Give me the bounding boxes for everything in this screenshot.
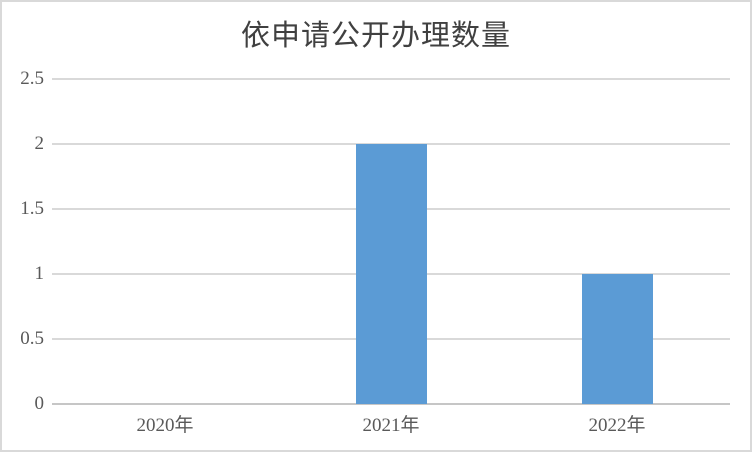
- y-axis-tick-label: 2.5: [20, 68, 44, 89]
- y-axis-tick-label: 0.5: [20, 328, 44, 349]
- gridline: [52, 78, 730, 80]
- y-axis-tick-label: 1: [34, 263, 45, 284]
- y-axis-tick-label: 1.5: [20, 198, 44, 219]
- x-axis-tick-label: 2021年: [362, 415, 420, 436]
- x-axis-line: [52, 403, 730, 405]
- y-axis-tick-label: 0: [34, 393, 45, 414]
- bar-2022年: [581, 274, 653, 404]
- x-axis-tick-label: 2020年: [136, 415, 194, 436]
- bar-2021年: [355, 144, 427, 404]
- x-axis-tick-label: 2022年: [588, 415, 646, 436]
- y-axis-tick-label: 2: [34, 133, 45, 154]
- chart-title: 依申请公开办理数量: [240, 20, 511, 52]
